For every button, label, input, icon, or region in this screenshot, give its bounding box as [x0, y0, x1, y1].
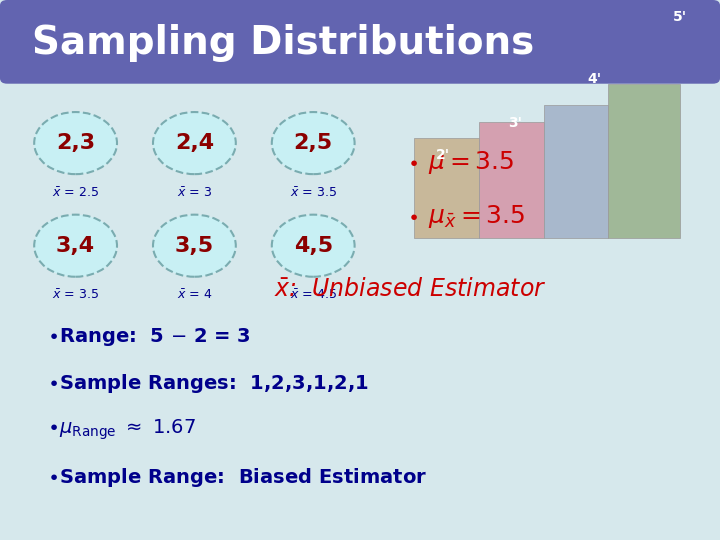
Text: 3': 3': [508, 116, 522, 130]
Text: $\mu = 3.5$: $\mu = 3.5$: [428, 148, 515, 176]
Text: 4': 4': [587, 72, 601, 86]
Text: 2,4: 2,4: [175, 133, 214, 153]
Text: 5': 5': [673, 10, 688, 24]
Text: 4,5: 4,5: [294, 235, 333, 256]
Ellipse shape: [153, 112, 236, 174]
Ellipse shape: [34, 214, 117, 276]
Text: 3,4: 3,4: [56, 235, 95, 256]
Text: $\bar{x}$ = 3: $\bar{x}$ = 3: [177, 186, 212, 200]
FancyBboxPatch shape: [479, 122, 544, 238]
Text: 2,5: 2,5: [294, 133, 333, 153]
Text: $\bullet$Range:  5 $-$ 2 = 3: $\bullet$Range: 5 $-$ 2 = 3: [47, 327, 251, 348]
FancyBboxPatch shape: [608, 84, 680, 238]
FancyBboxPatch shape: [0, 0, 720, 84]
Text: $\bullet$Sample Ranges:  1,2,3,1,2,1: $\bullet$Sample Ranges: 1,2,3,1,2,1: [47, 372, 369, 395]
Text: $\bar{x}$ = 4.5: $\bar{x}$ = 4.5: [289, 289, 337, 302]
Text: $\bar{x}$ = 3.5: $\bar{x}$ = 3.5: [52, 289, 99, 302]
Text: $\bar{x}$ = 3.5: $\bar{x}$ = 3.5: [289, 186, 337, 200]
Text: $\bar{x}$ = 2.5: $\bar{x}$ = 2.5: [52, 186, 99, 200]
Text: $\bullet$: $\bullet$: [407, 206, 418, 226]
Text: $\mu_{\bar{x}} = 3.5$: $\mu_{\bar{x}} = 3.5$: [428, 202, 526, 230]
FancyBboxPatch shape: [544, 105, 608, 238]
Text: 3,5: 3,5: [175, 235, 214, 256]
Text: $\bullet$Sample Range:  Biased Estimator: $\bullet$Sample Range: Biased Estimator: [47, 467, 427, 489]
Ellipse shape: [271, 214, 354, 276]
Ellipse shape: [34, 112, 117, 174]
Text: $\bullet\mu_{\mathrm{Range}}\ \approx\ 1.67$: $\bullet\mu_{\mathrm{Range}}\ \approx\ 1…: [47, 417, 196, 442]
Text: 2': 2': [436, 148, 450, 162]
FancyBboxPatch shape: [414, 138, 479, 238]
Text: $\bar{x}$:  Unbiased Estimator: $\bar{x}$: Unbiased Estimator: [274, 277, 546, 301]
Ellipse shape: [271, 112, 354, 174]
Text: $\bar{x}$ = 4: $\bar{x}$ = 4: [176, 289, 212, 302]
Ellipse shape: [153, 214, 236, 276]
Text: 2,3: 2,3: [56, 133, 95, 153]
Text: Sampling Distributions: Sampling Distributions: [32, 24, 535, 62]
Text: $\bullet$: $\bullet$: [407, 152, 418, 172]
